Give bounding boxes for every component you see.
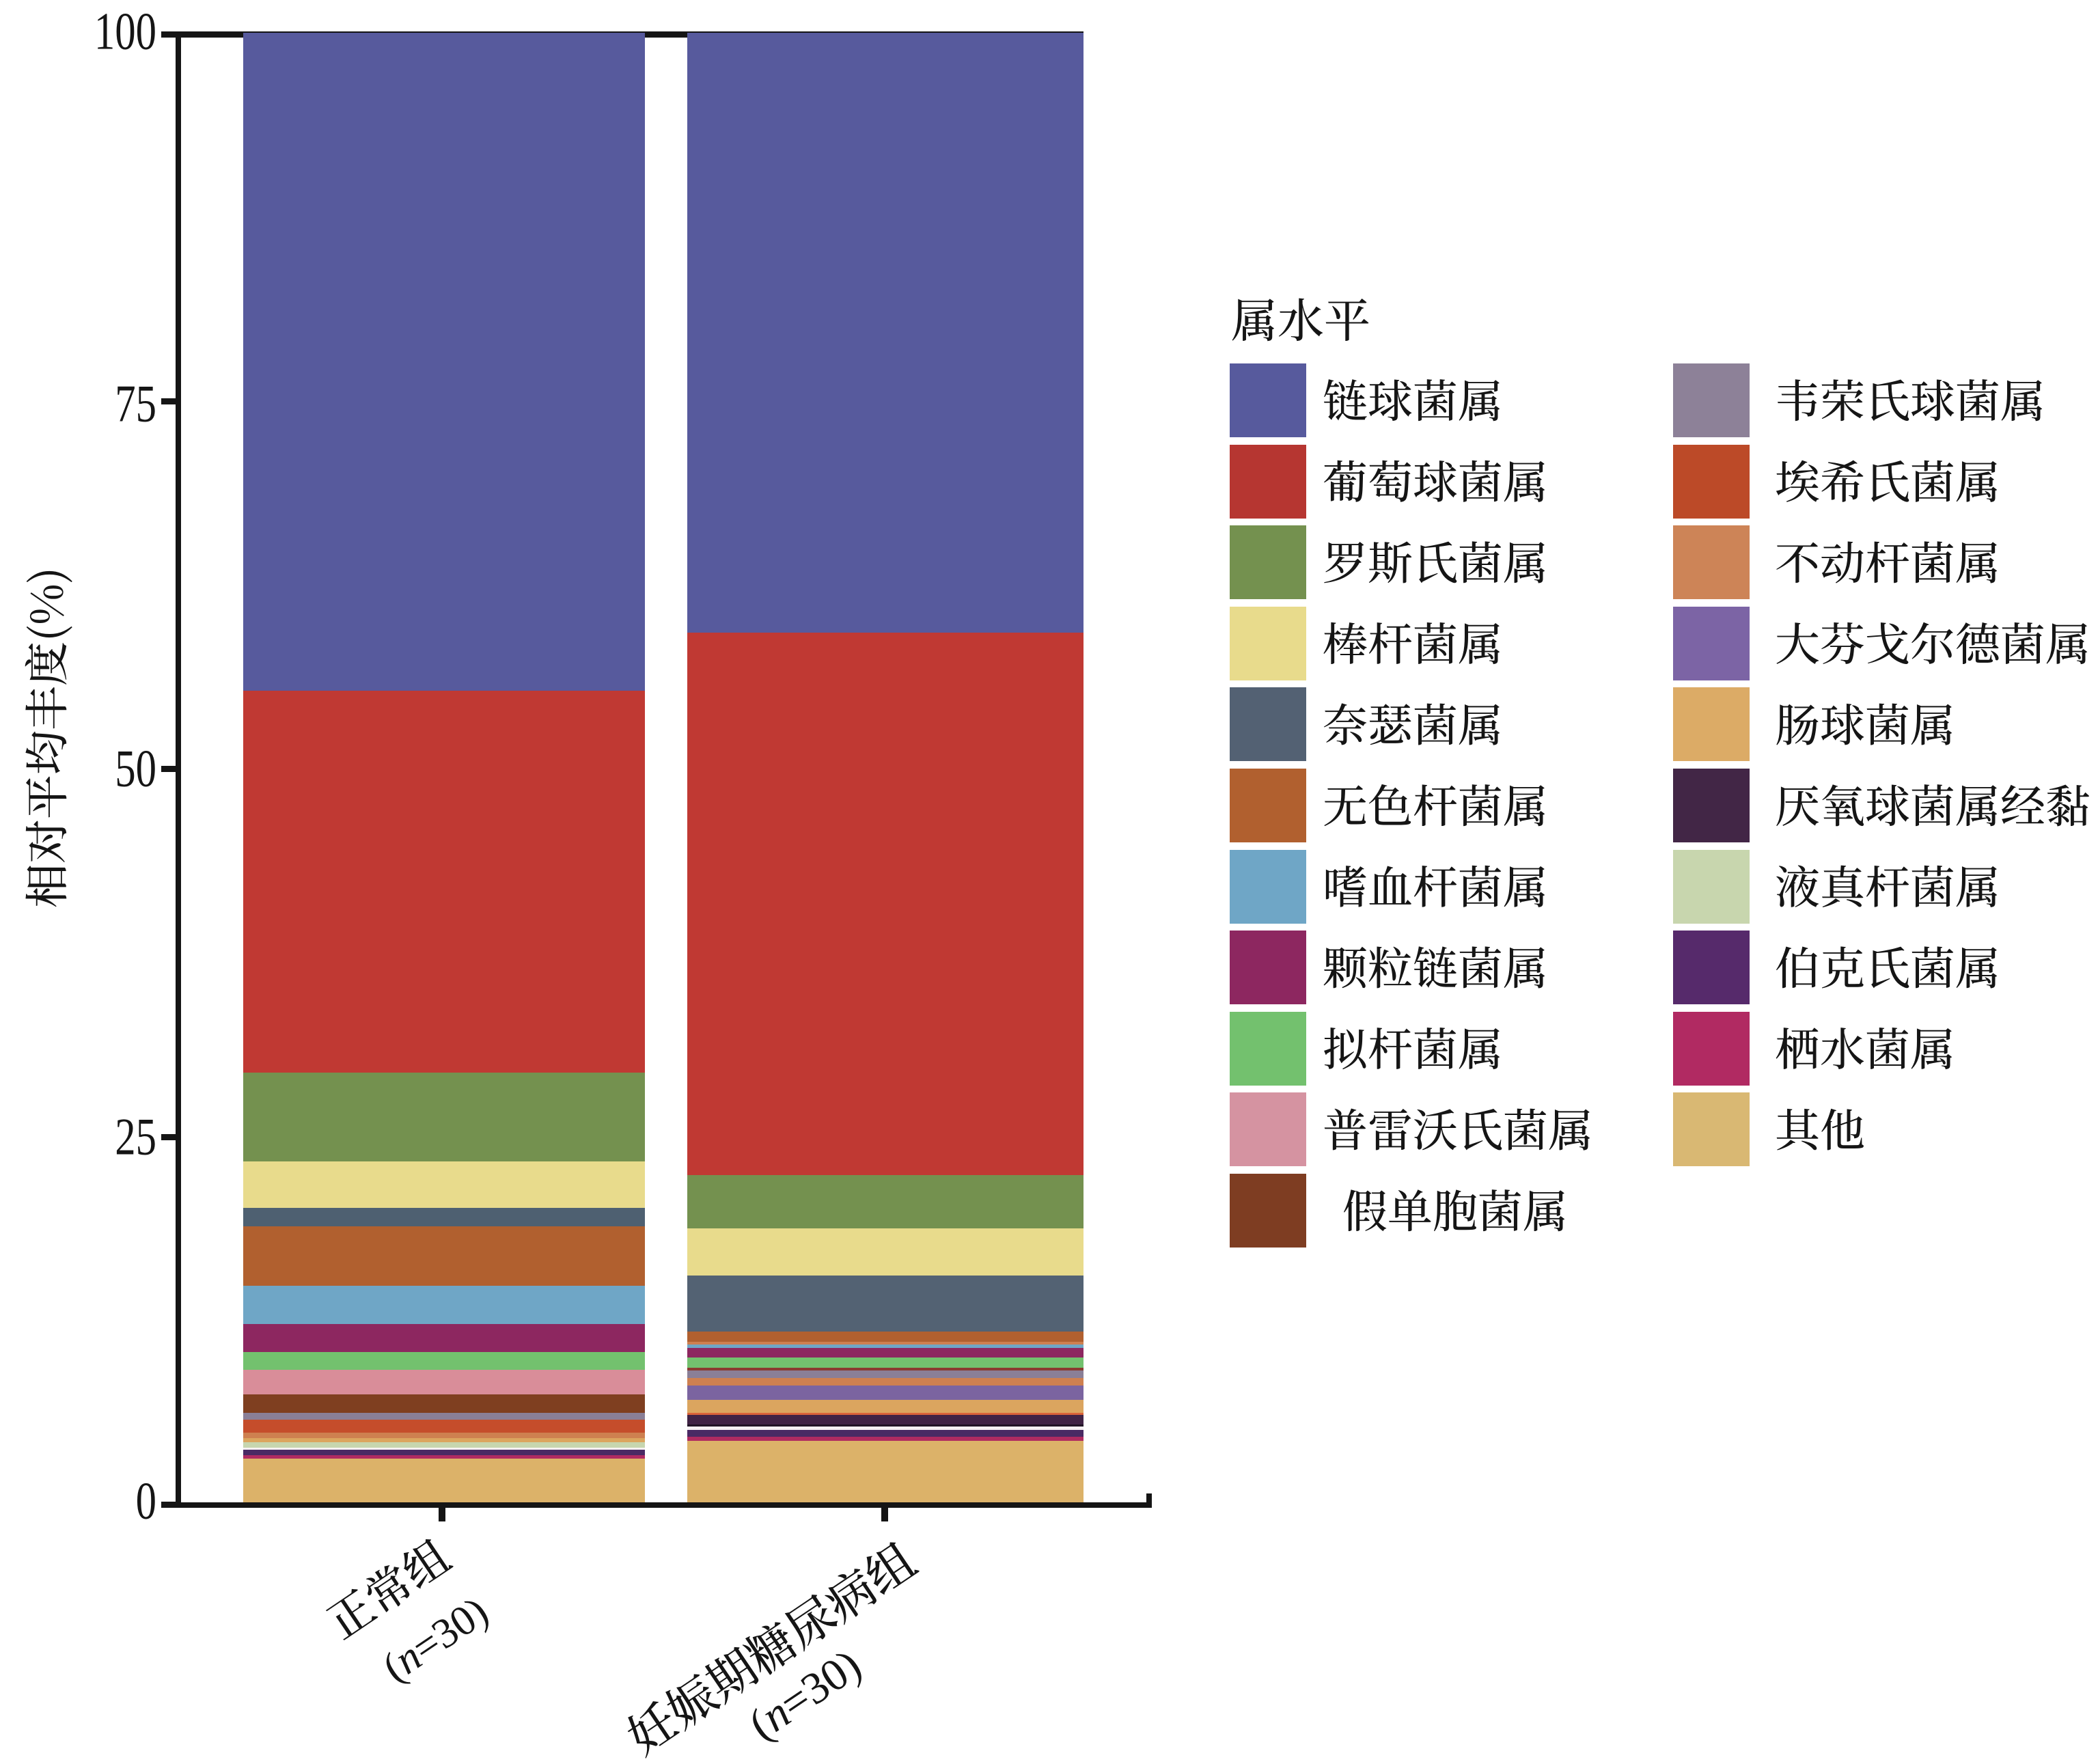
svg-text:100: 100 bbox=[94, 2, 156, 60]
svg-text:50: 50 bbox=[115, 739, 156, 797]
svg-text:25: 25 bbox=[115, 1107, 156, 1166]
svg-text:75: 75 bbox=[115, 374, 156, 432]
svg-text:(n=30): (n=30) bbox=[374, 1588, 496, 1691]
svg-text:0: 0 bbox=[136, 1472, 156, 1530]
